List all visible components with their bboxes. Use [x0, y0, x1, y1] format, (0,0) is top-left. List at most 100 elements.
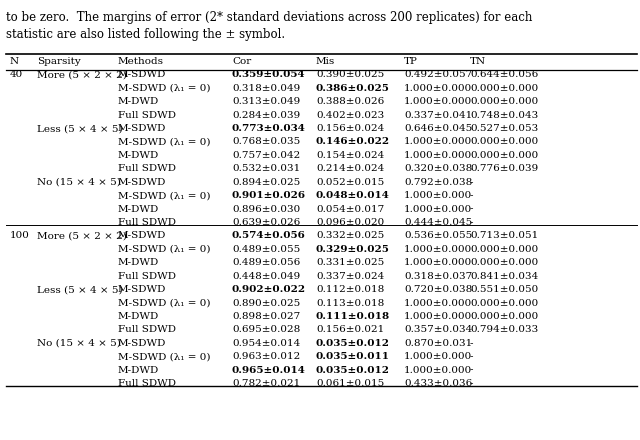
Text: 0.035±0.012: 0.035±0.012	[316, 366, 390, 374]
Text: 0.433±0.036: 0.433±0.036	[404, 379, 472, 388]
Text: No (15 × 4 × 5): No (15 × 4 × 5)	[37, 178, 121, 187]
Text: 1.000±0.000: 1.000±0.000	[404, 151, 472, 160]
Text: N: N	[10, 57, 19, 66]
Text: 0.061±0.015: 0.061±0.015	[316, 379, 384, 388]
Text: M-SDWD: M-SDWD	[118, 339, 166, 348]
Text: 0.331±0.025: 0.331±0.025	[316, 258, 384, 267]
Text: 0.113±0.018: 0.113±0.018	[316, 298, 384, 308]
Text: -: -	[470, 366, 474, 374]
Text: 0.965±0.014: 0.965±0.014	[232, 366, 306, 374]
Text: M-SDWD (λ₁ = 0): M-SDWD (λ₁ = 0)	[118, 352, 211, 361]
Text: 0.318±0.037: 0.318±0.037	[404, 271, 472, 281]
Text: 0.048±0.014: 0.048±0.014	[316, 191, 390, 200]
Text: Sparsity: Sparsity	[37, 57, 81, 66]
Text: 1.000±0.000: 1.000±0.000	[404, 352, 472, 361]
Text: 0.000±0.000: 0.000±0.000	[470, 151, 538, 160]
Text: Less (5 × 4 × 5): Less (5 × 4 × 5)	[37, 124, 123, 133]
Text: 1.000±0.000: 1.000±0.000	[404, 298, 472, 308]
Text: 0.574±0.056: 0.574±0.056	[232, 231, 306, 240]
Text: 0.776±0.039: 0.776±0.039	[470, 164, 538, 173]
Text: 0.492±0.057: 0.492±0.057	[404, 70, 472, 79]
Text: 0.000±0.000: 0.000±0.000	[470, 298, 538, 308]
Text: 0.644±0.056: 0.644±0.056	[470, 70, 538, 79]
Text: 1.000±0.000: 1.000±0.000	[404, 191, 472, 200]
Text: 0.386±0.025: 0.386±0.025	[316, 84, 390, 93]
Text: 0.337±0.024: 0.337±0.024	[316, 271, 384, 281]
Text: 0.639±0.026: 0.639±0.026	[232, 218, 300, 227]
Text: M-SDWD: M-SDWD	[118, 70, 166, 79]
Text: M-DWD: M-DWD	[118, 312, 159, 321]
Text: -: -	[470, 339, 474, 348]
Text: 0.757±0.042: 0.757±0.042	[232, 151, 300, 160]
Text: 0.902±0.022: 0.902±0.022	[232, 285, 306, 294]
Text: 0.894±0.025: 0.894±0.025	[232, 178, 300, 187]
Text: 0.390±0.025: 0.390±0.025	[316, 70, 384, 79]
Text: M-SDWD: M-SDWD	[118, 178, 166, 187]
Text: -: -	[470, 191, 474, 200]
Text: 0.388±0.026: 0.388±0.026	[316, 97, 384, 106]
Text: 0.096±0.020: 0.096±0.020	[316, 218, 384, 227]
Text: 0.284±0.039: 0.284±0.039	[232, 110, 300, 120]
Text: 0.000±0.000: 0.000±0.000	[470, 312, 538, 321]
Text: 0.532±0.031: 0.532±0.031	[232, 164, 300, 173]
Text: Full SDWD: Full SDWD	[118, 218, 176, 227]
Text: M-SDWD (λ₁ = 0): M-SDWD (λ₁ = 0)	[118, 298, 211, 308]
Text: 0.000±0.000: 0.000±0.000	[470, 137, 538, 147]
Text: 0.901±0.026: 0.901±0.026	[232, 191, 306, 200]
Text: 0.052±0.015: 0.052±0.015	[316, 178, 384, 187]
Text: -: -	[470, 218, 474, 227]
Text: 0.156±0.024: 0.156±0.024	[316, 124, 384, 133]
Text: 0.357±0.034: 0.357±0.034	[404, 325, 472, 334]
Text: 0.337±0.041: 0.337±0.041	[404, 110, 472, 120]
Text: 0.896±0.030: 0.896±0.030	[232, 205, 300, 213]
Text: 0.527±0.053: 0.527±0.053	[470, 124, 538, 133]
Text: 0.646±0.045: 0.646±0.045	[404, 124, 472, 133]
Text: -: -	[470, 352, 474, 361]
Text: 0.794±0.033: 0.794±0.033	[470, 325, 538, 334]
Text: 1.000±0.000: 1.000±0.000	[404, 84, 472, 93]
Text: 0.214±0.024: 0.214±0.024	[316, 164, 384, 173]
Text: M-SDWD (λ₁ = 0): M-SDWD (λ₁ = 0)	[118, 137, 211, 147]
Text: M-DWD: M-DWD	[118, 97, 159, 106]
Text: 0.402±0.023: 0.402±0.023	[316, 110, 384, 120]
Text: 0.000±0.000: 0.000±0.000	[470, 84, 538, 93]
Text: M-SDWD: M-SDWD	[118, 124, 166, 133]
Text: 0.054±0.017: 0.054±0.017	[316, 205, 384, 213]
Text: 1.000±0.000: 1.000±0.000	[404, 312, 472, 321]
Text: 0.489±0.055: 0.489±0.055	[232, 245, 300, 254]
Text: 0.156±0.021: 0.156±0.021	[316, 325, 384, 334]
Text: 0.154±0.024: 0.154±0.024	[316, 151, 384, 160]
Text: 0.000±0.000: 0.000±0.000	[470, 97, 538, 106]
Text: 40: 40	[10, 70, 23, 79]
Text: Full SDWD: Full SDWD	[118, 164, 176, 173]
Text: 1.000±0.000: 1.000±0.000	[404, 258, 472, 267]
Text: 0.841±0.034: 0.841±0.034	[470, 271, 538, 281]
Text: 0.870±0.031: 0.870±0.031	[404, 339, 472, 348]
Text: 0.111±0.018: 0.111±0.018	[316, 312, 390, 321]
Text: 0.768±0.035: 0.768±0.035	[232, 137, 300, 147]
Text: 0.898±0.027: 0.898±0.027	[232, 312, 300, 321]
Text: 0.035±0.011: 0.035±0.011	[316, 352, 390, 361]
Text: -: -	[470, 178, 474, 187]
Text: 0.000±0.000: 0.000±0.000	[470, 258, 538, 267]
Text: 0.713±0.051: 0.713±0.051	[470, 231, 538, 240]
Text: 0.489±0.056: 0.489±0.056	[232, 258, 300, 267]
Text: Full SDWD: Full SDWD	[118, 379, 176, 388]
Text: 100: 100	[10, 231, 30, 240]
Text: -: -	[470, 205, 474, 213]
Text: TP: TP	[404, 57, 418, 66]
Text: 1.000±0.000: 1.000±0.000	[404, 137, 472, 147]
Text: 0.536±0.055: 0.536±0.055	[404, 231, 472, 240]
Text: 0.112±0.018: 0.112±0.018	[316, 285, 384, 294]
Text: M-SDWD (λ₁ = 0): M-SDWD (λ₁ = 0)	[118, 84, 211, 93]
Text: 0.146±0.022: 0.146±0.022	[316, 137, 390, 147]
Text: statistic are also listed following the ± symbol.: statistic are also listed following the …	[6, 28, 285, 41]
Text: 0.320±0.038: 0.320±0.038	[404, 164, 472, 173]
Text: 0.748±0.043: 0.748±0.043	[470, 110, 538, 120]
Text: 0.359±0.054: 0.359±0.054	[232, 70, 306, 79]
Text: 0.444±0.045: 0.444±0.045	[404, 218, 472, 227]
Text: to be zero.  The margins of error (2* standard deviations across 200 replicates): to be zero. The margins of error (2* sta…	[6, 11, 532, 24]
Text: 0.448±0.049: 0.448±0.049	[232, 271, 300, 281]
Text: 0.782±0.021: 0.782±0.021	[232, 379, 300, 388]
Text: 0.332±0.025: 0.332±0.025	[316, 231, 384, 240]
